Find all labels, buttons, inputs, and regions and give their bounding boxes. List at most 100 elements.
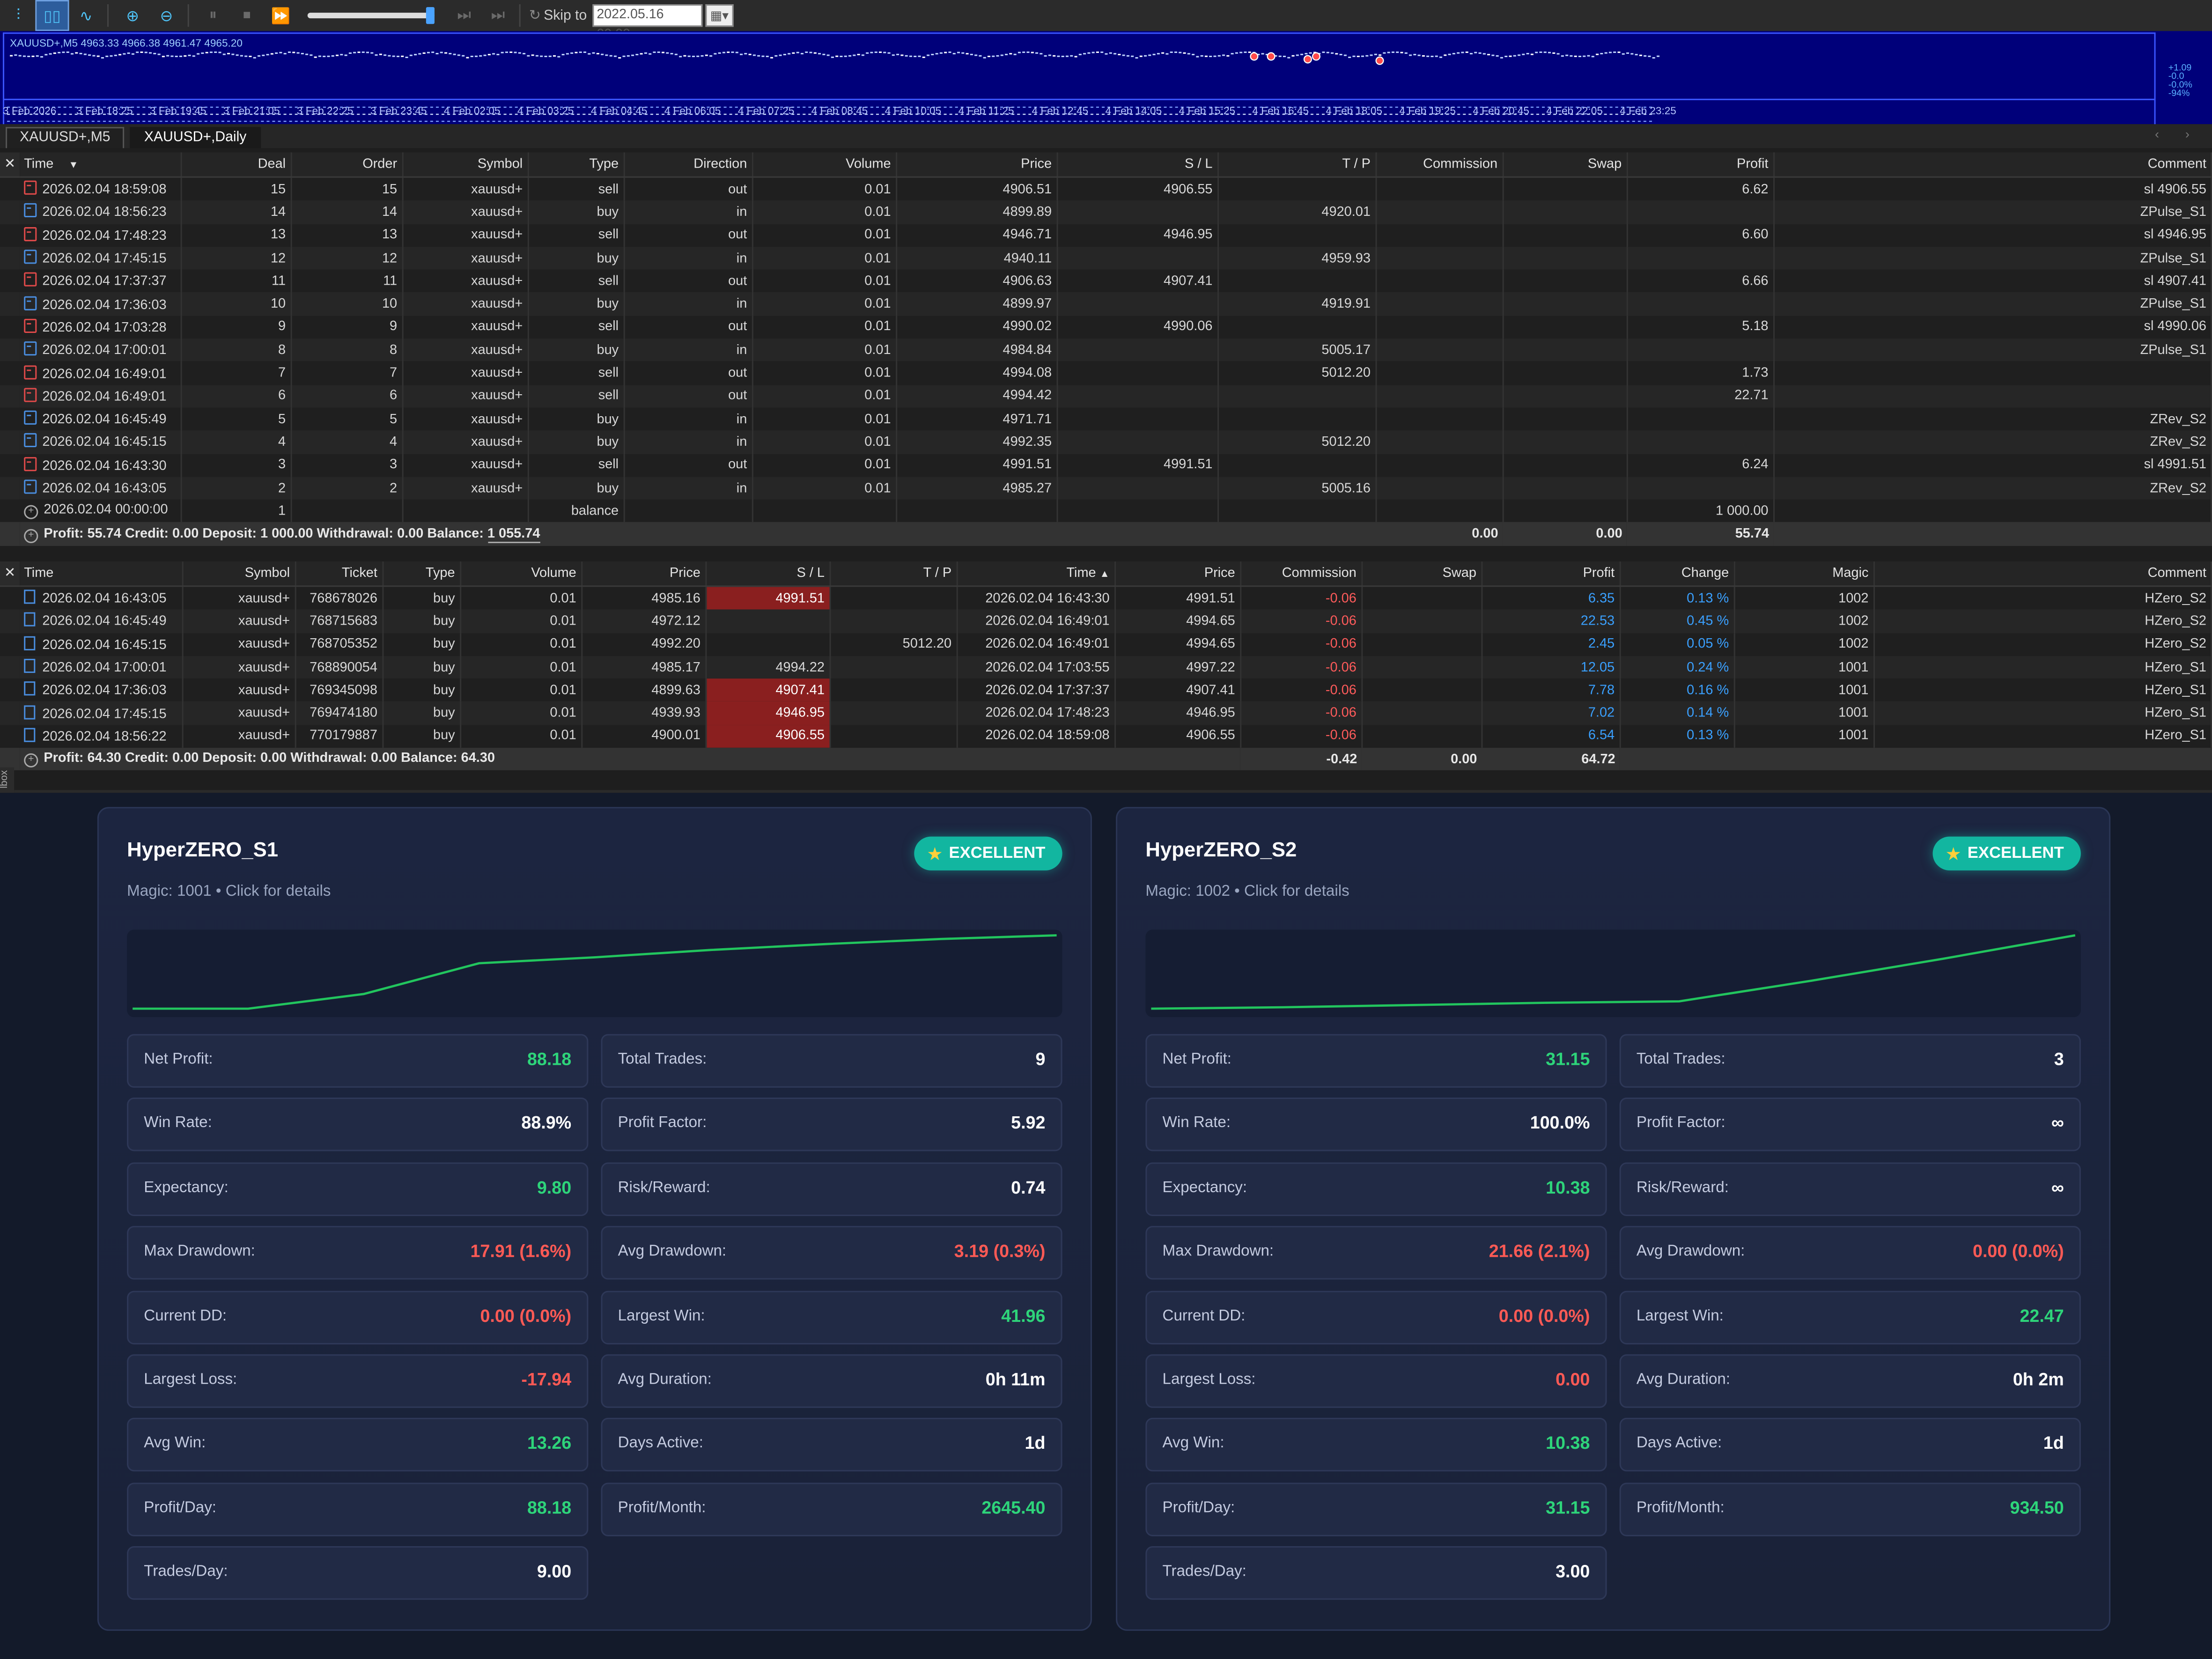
pause-icon[interactable]: ⏸ [209, 6, 217, 23]
deal-row[interactable]: 2026.02.04 18:56:23 14 14 xauusd+ buy in 0.01 4… [0, 200, 2212, 224]
tab-xauusd-m5[interactable]: XAUUSD+,M5 [6, 127, 125, 148]
price-candle [1261, 53, 1264, 55]
position-row[interactable]: 2026.02.04 16:45:49 xauusd+ 768715683 buy 0.… [0, 610, 2212, 633]
col-pos-tp[interactable]: T / P [829, 561, 958, 587]
col-pos-comment[interactable]: Comment [1873, 561, 2212, 587]
price-candle [996, 55, 999, 57]
position-row[interactable]: 2026.02.04 18:56:22 xauusd+ 770179887 buy 0.… [0, 724, 2212, 748]
stop-icon[interactable]: ⏹ [243, 6, 251, 23]
row-gutter [0, 339, 20, 362]
col-pos-type[interactable]: Type [382, 561, 461, 587]
deal-row[interactable]: 2026.02.04 17:00:01 8 8 xauusd+ buy in 0.01 498… [0, 339, 2212, 362]
skip-to-date-input[interactable]: 2022.05.16 00:00 [592, 4, 703, 42]
panel-scrollbar[interactable] [14, 790, 2212, 793]
zoom-in-icon[interactable]: ⊕ [126, 7, 140, 25]
col-volume[interactable]: Volume [752, 152, 897, 178]
deal-row[interactable]: 2026.02.04 16:49:01 7 7 xauusd+ sell out 0.01 4… [0, 361, 2212, 385]
tab-xauusd-daily[interactable]: XAUUSD+,Daily [130, 127, 261, 148]
fast-forward-icon[interactable]: ⏩ [271, 7, 291, 25]
col-pos-profit[interactable]: Profit [1481, 561, 1621, 587]
deals-summary-row: + Profit: 55.74 Credit: 0.00 Deposit: 1 0… [0, 523, 2212, 546]
deal-row[interactable]: 2026.02.04 18:59:08 15 15 xauusd+ sell out 0.0… [0, 177, 2212, 201]
toolbox-side-tab[interactable]: lbox [0, 767, 15, 793]
metric-value: 10.38 [1546, 1178, 1590, 1198]
price-candle [49, 53, 52, 55]
strategy-subtitle[interactable]: Magic: 1002 • Click for details [1145, 883, 1349, 900]
deal-row[interactable]: 2026.02.04 17:03:28 9 9 xauusd+ sell out 0.01 4… [0, 316, 2212, 339]
col-deal[interactable]: Deal [180, 152, 292, 178]
price-candle [744, 53, 747, 55]
deal-row[interactable]: 2026.02.04 16:45:15 4 4 xauusd+ buy in 0.01 499… [0, 430, 2212, 454]
deal-row[interactable]: 2026.02.04 16:49:01 6 6 xauusd+ sell out 0.01 4… [0, 384, 2212, 408]
deal-row[interactable]: +2026.02.04 00:00:00 1 balance 1 000.00 [0, 500, 2212, 523]
deal-row[interactable]: 2026.02.04 16:43:05 2 2 xauusd+ buy in 0.01 498… [0, 476, 2212, 500]
chart-bars-icon[interactable]: ⫶ [16, 6, 21, 23]
price-candle [1235, 52, 1238, 54]
deal-symbol: xauusd+ [402, 453, 529, 477]
pos-close-time: 2026.02.04 16:43:30 [956, 586, 1115, 610]
deal-swap [1502, 177, 1628, 201]
position-row[interactable]: 2026.02.04 16:43:05 xauusd+ 768678026 buy 0.… [0, 586, 2212, 610]
pos-profit: 6.35 [1481, 586, 1621, 610]
strategy-subtitle[interactable]: Magic: 1001 • Click for details [127, 883, 331, 900]
col-pos-price[interactable]: Price [581, 561, 706, 587]
col-profit[interactable]: Profit [1626, 152, 1774, 178]
strategy-card[interactable]: HyperZERO_S2 Magic: 1002 • Click for deta… [1116, 807, 2111, 1631]
price-candle [383, 54, 387, 56]
pos-commission: -0.06 [1240, 724, 1362, 748]
position-row[interactable]: 2026.02.04 17:36:03 xauusd+ 769345098 buy 0.… [0, 678, 2212, 702]
col-pos-change[interactable]: Change [1619, 561, 1735, 587]
deal-row[interactable]: 2026.02.04 17:48:23 13 13 xauusd+ sell out 0.0… [0, 223, 2212, 247]
deal-row[interactable]: 2026.02.04 17:37:37 11 11 xauusd+ sell out 0.0… [0, 270, 2212, 293]
col-pos-ticket[interactable]: Ticket [295, 561, 383, 587]
col-symbol[interactable]: Symbol [402, 152, 529, 178]
position-row[interactable]: 2026.02.04 16:45:15 xauusd+ 768705352 buy 0.… [0, 633, 2212, 656]
col-sl[interactable]: S / L [1056, 152, 1218, 178]
col-pos-price2[interactable]: Price [1114, 561, 1241, 587]
col-pos-time[interactable]: Time [20, 561, 183, 587]
col-price[interactable]: Price [896, 152, 1058, 178]
col-commission[interactable]: Commission [1375, 152, 1504, 178]
deal-row[interactable]: 2026.02.04 16:45:49 5 5 xauusd+ buy in 0.01 497… [0, 407, 2212, 431]
step-forward-icon[interactable]: ⏭ [457, 6, 472, 23]
deal-row[interactable]: 2026.02.04 17:36:03 10 10 xauusd+ buy in 0.01 4… [0, 293, 2212, 316]
position-row[interactable]: 2026.02.04 17:45:15 xauusd+ 769474180 buy 0.… [0, 701, 2212, 725]
col-pos-symbol[interactable]: Symbol [182, 561, 296, 587]
zoom-out-icon[interactable]: ⊖ [160, 7, 173, 25]
tab-scroll-arrows-icon[interactable]: ‹ › [2155, 127, 2201, 141]
col-pos-sl[interactable]: S / L [705, 561, 831, 587]
skip-end-icon[interactable]: ⏭ [491, 6, 505, 23]
col-tp[interactable]: T / P [1217, 152, 1376, 178]
deal-type: buy [527, 339, 625, 362]
col-pos-swap[interactable]: Swap [1361, 561, 1482, 587]
close-positions-icon[interactable]: ✕ [0, 561, 20, 587]
calendar-dropdown-icon[interactable]: ▦▾ [705, 4, 734, 27]
col-swap[interactable]: Swap [1502, 152, 1628, 178]
deal-row[interactable]: 2026.02.04 16:43:30 3 3 xauusd+ sell out 0.01 4… [0, 453, 2212, 477]
col-type[interactable]: Type [527, 152, 625, 178]
positions-history-table: ✕ Time Symbol Ticket Type Volume Price S… [0, 561, 2212, 771]
col-order[interactable]: Order [290, 152, 403, 178]
time-axis-label: 4 Feb 02:05 [443, 104, 501, 118]
pos-ticket: 768715683 [295, 610, 383, 633]
col-time[interactable]: Time ▼ [20, 152, 182, 178]
deal-row[interactable]: 2026.02.04 17:45:15 12 12 xauusd+ buy in 0.01 4… [0, 246, 2212, 270]
col-comment[interactable]: Comment [1773, 152, 2212, 178]
col-pos-volume[interactable]: Volume [460, 561, 582, 587]
deal-symbol: xauusd+ [402, 223, 529, 247]
position-row[interactable]: 2026.02.04 17:00:01 xauusd+ 768890054 buy 0.… [0, 656, 2212, 679]
speed-slider-knob[interactable] [426, 7, 435, 24]
close-deals-icon[interactable]: ✕ [0, 152, 20, 178]
strategy-card[interactable]: HyperZERO_S1 Magic: 1001 • Click for deta… [97, 807, 1092, 1631]
metric-tile: Avg Duration: 0h 2m [1619, 1354, 2081, 1408]
strategy-dashboard: HyperZERO_S1 Magic: 1001 • Click for deta… [0, 793, 2212, 1659]
speed-slider[interactable] [307, 7, 435, 24]
col-pos-time2[interactable]: Time ▲ [956, 561, 1115, 587]
price-chart[interactable]: XAUUSD+,M5 4963.33 4966.38 4961.47 4965.… [0, 31, 2212, 130]
chart-line-icon[interactable]: ∿ [79, 7, 93, 25]
col-direction[interactable]: Direction [623, 152, 753, 178]
pos-swap [1361, 586, 1482, 610]
chart-candles-icon[interactable]: ▯▯ [35, 0, 69, 31]
col-pos-magic[interactable]: Magic [1733, 561, 1874, 587]
col-pos-commission[interactable]: Commission [1240, 561, 1362, 587]
